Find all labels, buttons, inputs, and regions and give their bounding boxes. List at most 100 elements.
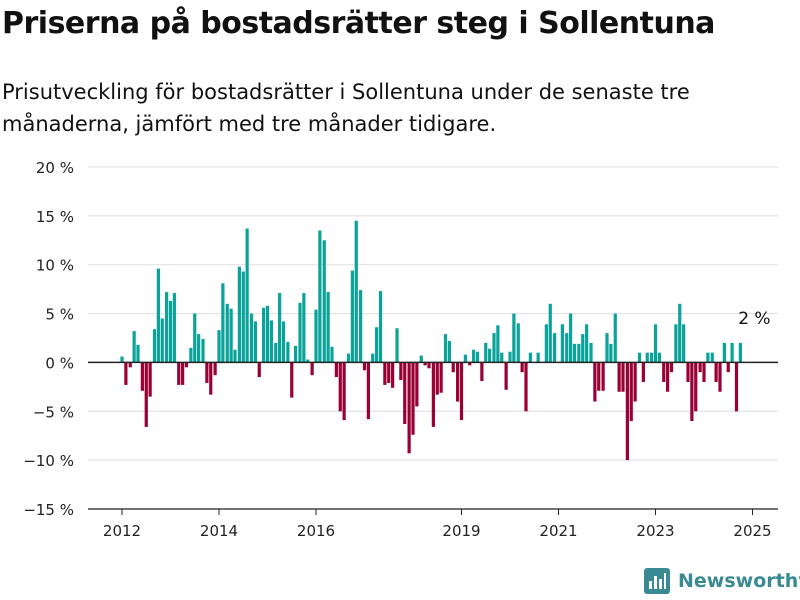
bar (269, 320, 273, 363)
bar (286, 341, 290, 363)
bar (597, 362, 601, 391)
bar (140, 362, 144, 391)
bar (378, 291, 383, 363)
x-tick-label: 2025 (733, 522, 771, 540)
bar (447, 340, 451, 363)
y-tick-label: −10 % (23, 452, 74, 470)
bar (233, 349, 237, 363)
bar (690, 362, 694, 422)
bar (520, 362, 524, 373)
bar (177, 362, 181, 385)
bar (609, 343, 613, 363)
bar (338, 362, 342, 412)
bar (472, 349, 476, 363)
bar (354, 220, 358, 363)
bar (172, 293, 176, 363)
bar (399, 362, 403, 381)
bar (577, 343, 581, 363)
bar (165, 292, 169, 363)
bar (427, 362, 431, 369)
bar (463, 354, 467, 363)
bar (415, 362, 419, 407)
bar (682, 324, 686, 363)
bar (128, 362, 132, 368)
bar (197, 334, 201, 363)
bar (666, 362, 670, 392)
bar (496, 325, 500, 363)
brand: Newsworthy (644, 568, 800, 594)
bar (156, 268, 160, 363)
bar (738, 342, 742, 363)
x-tick-label: 2016 (297, 522, 335, 540)
bar (435, 362, 439, 395)
bar (181, 362, 185, 385)
bar (306, 359, 310, 363)
y-tick-label: 0 % (45, 354, 74, 372)
bar (581, 334, 585, 363)
bar (613, 313, 617, 363)
bars (120, 220, 742, 461)
bar (492, 333, 496, 363)
chart-title: Priserna på bostadsrätter steg i Sollent… (2, 6, 715, 41)
bar (553, 333, 557, 363)
bar (265, 305, 270, 363)
bar (184, 362, 189, 368)
bar (641, 362, 645, 382)
bar (249, 313, 254, 363)
chart-subtitle: Prisutveckling för bostadsrätter i Solle… (2, 80, 690, 136)
bar (120, 356, 124, 363)
x-tick-label: 2019 (442, 522, 480, 540)
bar (726, 362, 730, 373)
bar (702, 362, 706, 382)
bar (593, 362, 597, 402)
bar (193, 313, 197, 363)
bar (714, 362, 718, 382)
bar (710, 352, 714, 363)
bar (168, 300, 173, 363)
bar (290, 362, 294, 398)
latest-value-annotation: 2 % (738, 309, 770, 329)
y-tick-label: 10 % (36, 257, 74, 275)
newsworthy-logo-icon (644, 568, 670, 594)
bar (500, 352, 504, 363)
bar (650, 352, 654, 363)
bar (488, 348, 492, 363)
bar (443, 334, 448, 363)
bar (706, 352, 710, 363)
bar (278, 293, 282, 363)
bar (601, 362, 605, 391)
bar (504, 362, 508, 390)
bar (431, 362, 435, 427)
x-tick-label: 2021 (539, 522, 577, 540)
bar (225, 303, 229, 363)
bar (294, 345, 298, 363)
bar (221, 283, 225, 363)
x-tick-label: 2012 (103, 522, 141, 540)
bar (318, 230, 322, 363)
bar (605, 333, 609, 363)
bar (621, 362, 625, 392)
bar (508, 351, 512, 363)
y-tick-label: 5 % (45, 306, 74, 324)
bar (678, 303, 682, 363)
bar (637, 352, 642, 363)
bar (391, 362, 395, 388)
x-tick-label: 2023 (636, 522, 674, 540)
bar (629, 362, 633, 422)
bar (718, 362, 722, 392)
bar (371, 353, 375, 363)
bar (560, 324, 564, 363)
bar (346, 353, 351, 363)
bar (209, 362, 213, 395)
bar (201, 338, 205, 363)
bar (395, 328, 399, 363)
bar (205, 362, 209, 383)
bar (253, 321, 257, 363)
bar (160, 318, 164, 363)
bar (403, 362, 407, 424)
bar (484, 342, 488, 363)
bar (617, 362, 621, 392)
bar (366, 362, 370, 420)
bar (516, 323, 520, 363)
y-tick-label: 15 % (36, 208, 74, 226)
